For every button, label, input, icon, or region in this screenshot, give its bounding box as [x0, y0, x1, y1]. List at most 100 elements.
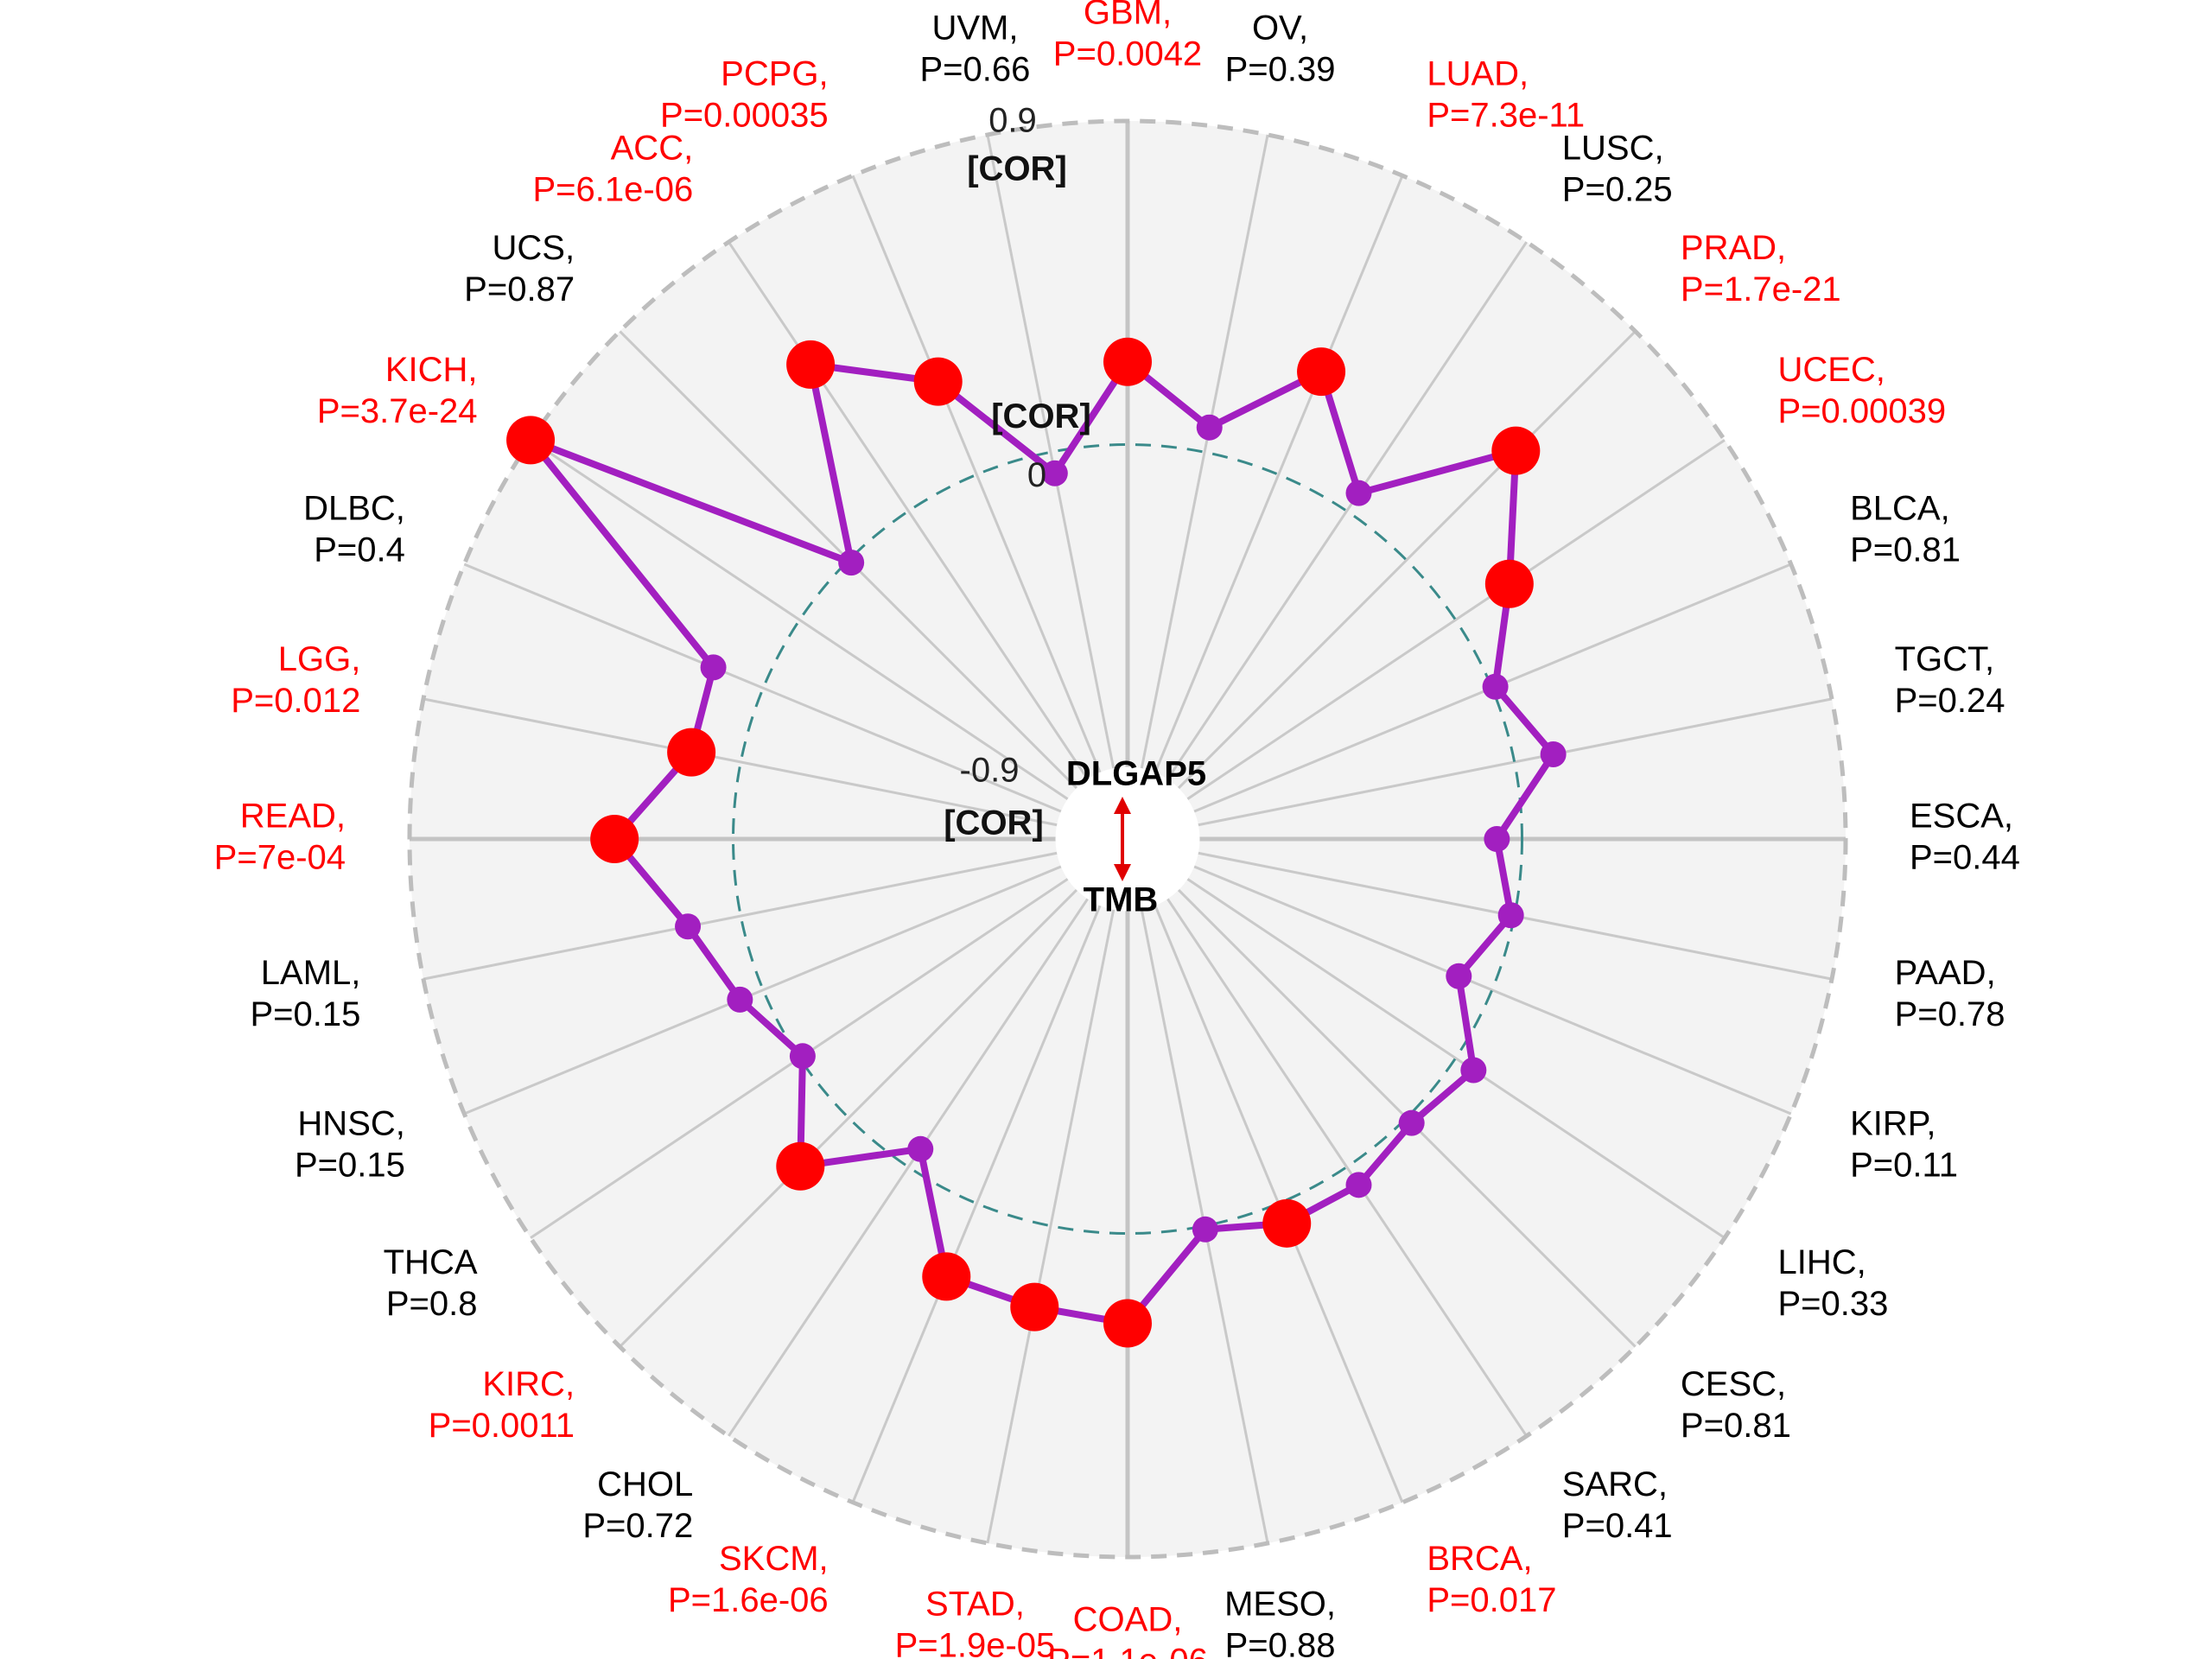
data-point [1345, 1172, 1372, 1198]
p-value-label: P=0.88 [1225, 1627, 1336, 1659]
category-label: LIHC, [1777, 1243, 1866, 1281]
category-label: READ, [240, 798, 346, 836]
p-value-label: P=0.33 [1777, 1285, 1888, 1323]
spoke [1166, 897, 1528, 1437]
data-point [789, 1043, 816, 1070]
p-value-label: P=0.00039 [1777, 392, 1946, 430]
p-value-label: P=6.1e-06 [533, 170, 694, 208]
spoke [530, 439, 1070, 801]
category-label: MESO, [1224, 1586, 1336, 1624]
p-value-label: P=0.15 [295, 1146, 405, 1184]
data-point [776, 1141, 825, 1191]
category-label: CESC, [1681, 1365, 1786, 1403]
p-value-label: P=0.11 [1850, 1146, 1958, 1184]
p-value-label: P=7e-04 [214, 839, 346, 877]
data-point [1460, 1057, 1487, 1084]
p-value-label: P=0.15 [250, 995, 360, 1033]
category-label: OV, [1252, 9, 1308, 47]
p-value-label: P=0.24 [1895, 682, 2005, 720]
data-point [1484, 826, 1510, 852]
spoke [1185, 877, 1726, 1239]
data-point [675, 913, 702, 940]
spoke [728, 897, 1090, 1437]
category-label: STAD, [925, 1586, 1025, 1624]
category-label: SKCM, [719, 1540, 829, 1578]
data-point [1446, 963, 1472, 989]
data-point [506, 416, 556, 465]
category-label: KIRP, [1850, 1104, 1936, 1142]
data-point [907, 1135, 934, 1162]
spoke [1153, 175, 1404, 774]
p-value-label: P=0.87 [464, 270, 575, 308]
spoke [1192, 864, 1792, 1116]
data-point [922, 1252, 971, 1301]
category-label: UVM, [931, 9, 1018, 47]
data-point [1497, 902, 1524, 929]
axis-label: [COR] [944, 804, 1044, 842]
data-point [1196, 414, 1223, 441]
spoke [1140, 134, 1269, 770]
category-label: KIRC, [482, 1365, 575, 1403]
data-point [786, 340, 836, 389]
category-label: PRAD, [1681, 229, 1786, 267]
data-point [667, 728, 716, 777]
p-value-label: P=0.44 [1910, 839, 2020, 877]
data-point [590, 815, 639, 863]
category-label: KICH, [385, 351, 478, 389]
grid-ring [407, 118, 1848, 1560]
p-value-label: P=0.25 [1562, 170, 1673, 208]
category-label: LAML, [261, 954, 361, 992]
category-label: TGCT, [1895, 640, 1995, 678]
p-value-label: P=0.39 [1225, 50, 1336, 88]
p-value-label: P=7.3e-11 [1427, 96, 1585, 134]
data-point [1491, 426, 1541, 475]
data-point [1010, 1282, 1059, 1332]
category-label: ACC, [611, 129, 694, 167]
data-point [1540, 741, 1567, 768]
p-value-label: P=0.0011 [429, 1407, 575, 1445]
p-value-label: P=0.0042 [1053, 35, 1202, 73]
data-point [1398, 1109, 1425, 1136]
p-value-label: P=0.66 [919, 50, 1030, 88]
data-point [1103, 1299, 1152, 1348]
center-label: DLGAP5 [1066, 755, 1206, 793]
spoke [1176, 330, 1637, 791]
data-point [1484, 559, 1534, 608]
data-point [838, 550, 865, 576]
category-label: PCPG, [721, 54, 828, 92]
category-label: GBM, [1084, 0, 1172, 32]
p-value-label: P=1.6e-06 [668, 1581, 829, 1619]
spoke [986, 134, 1116, 770]
category-label: SARC, [1562, 1465, 1668, 1503]
center-label: TMB [1084, 881, 1159, 919]
data-point [1103, 337, 1152, 386]
p-value-label: P=0.00035 [660, 96, 829, 134]
axis-label: [COR] [967, 150, 1067, 188]
category-label: BRCA, [1427, 1540, 1532, 1578]
spoke [851, 175, 1103, 774]
data-point [913, 357, 963, 406]
category-label: ESCA, [1910, 798, 2013, 836]
data-point [1192, 1216, 1218, 1243]
spoke [619, 887, 1079, 1348]
category-label: THCA [384, 1243, 478, 1281]
spoke [463, 563, 1063, 814]
p-value-label: P=0.72 [582, 1507, 693, 1545]
spoke [1197, 697, 1833, 827]
y-tick-label: 0 [1027, 456, 1046, 494]
spoke [463, 864, 1063, 1116]
p-value-label: P=0.012 [231, 682, 360, 720]
axis-label: [COR] [991, 397, 1091, 435]
spoke [986, 908, 1116, 1544]
category-label: LUSC, [1562, 129, 1664, 167]
y-tick-label: -0.9 [960, 752, 1020, 790]
category-label: BLCA, [1850, 490, 1950, 528]
p-value-label: P=0.017 [1427, 1581, 1556, 1619]
data-point [727, 986, 753, 1013]
spoke [728, 241, 1090, 781]
p-value-label: P=1.9e-05 [895, 1627, 1056, 1659]
spoke [851, 904, 1103, 1503]
data-point [700, 654, 727, 681]
category-label: LUAD, [1427, 54, 1529, 92]
